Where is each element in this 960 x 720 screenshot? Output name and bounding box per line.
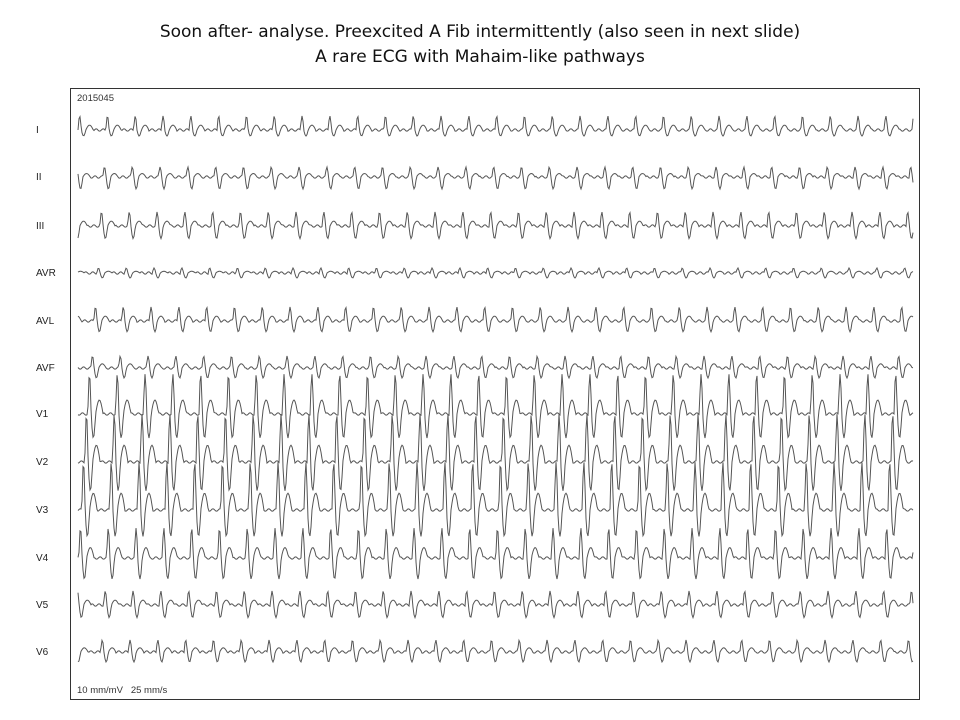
slide-title-line-2: A rare ECG with Mahaim-like pathways	[315, 47, 645, 67]
lead-label-v1: V1	[36, 409, 49, 420]
lead-label-v2: V2	[36, 457, 49, 468]
ecg-trace-avf	[77, 354, 914, 380]
lead-label-avr: AVR	[36, 268, 56, 279]
ecg-trace-v4	[77, 528, 914, 580]
ecg-trace-v2	[77, 414, 914, 492]
lead-label-ii: II	[36, 172, 42, 183]
ecg-trace-iii	[77, 210, 914, 241]
ecg-trace-v6	[77, 638, 914, 664]
lead-label-v4: V4	[36, 553, 49, 564]
lead-label-avf: AVF	[36, 363, 55, 374]
slide-title: Soon after- analyse. Preexcited A Fib in…	[0, 20, 960, 70]
ecg-trace-ii	[77, 165, 914, 191]
lead-label-v6: V6	[36, 647, 49, 658]
ecg-trace-v3	[77, 462, 914, 538]
ecg-trace-avr	[77, 266, 914, 279]
ecg-strip-border	[70, 88, 920, 700]
lead-label-avl: AVL	[36, 316, 55, 327]
lead-label-iii: III	[36, 221, 45, 232]
ecg-record-id: 2015045	[77, 93, 114, 104]
lead-label-i: I	[36, 125, 39, 136]
slide-title-line-1: Soon after- analyse. Preexcited A Fib in…	[159, 22, 801, 42]
ecg-trace-avl	[77, 305, 914, 334]
ecg-calibration: 10 mm/mV 25 mm/s	[77, 685, 168, 696]
lead-label-v3: V3	[36, 505, 49, 516]
ecg-trace-i	[77, 114, 914, 137]
ecg-traces	[70, 88, 920, 700]
lead-label-v5: V5	[36, 600, 49, 611]
ecg-trace-v5	[77, 589, 914, 620]
ecg-trace-v1	[77, 374, 914, 439]
ecg-strip: 2015045 10 mm/mV 25 mm/s	[70, 88, 920, 700]
